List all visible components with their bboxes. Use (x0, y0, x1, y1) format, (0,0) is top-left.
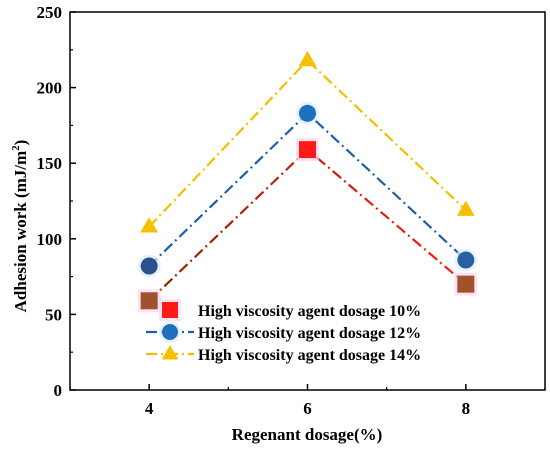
series-3 (140, 50, 475, 233)
x-axis: 4 6 8 (69, 384, 546, 418)
y-axis-title-main: Adhesion work (mJ/m (11, 151, 30, 313)
series-3-point (456, 200, 475, 216)
y-tick-label: 200 (37, 79, 63, 98)
y-axis-title-close: ) (11, 140, 30, 146)
y-axis-title: Adhesion work (mJ/m2) (10, 140, 30, 313)
series-1-point (457, 275, 475, 293)
y-tick-label: 150 (37, 154, 63, 173)
series-1 (137, 138, 478, 313)
y-axis-title-superscript: 2 (10, 145, 22, 151)
y-tick-label: 100 (37, 230, 63, 249)
legend-marker-1 (162, 302, 178, 318)
x-tick-label: 6 (303, 399, 312, 418)
series-3-point (140, 217, 159, 233)
series-layer (137, 50, 478, 313)
legend-label-3: High viscosity agent dosage 14% (198, 347, 421, 364)
series-1-point (140, 292, 158, 310)
legend-label-2: High viscosity agent dosage 12% (198, 325, 421, 342)
series-1-line (148, 148, 467, 302)
x-axis-title: Regenant dosage(%) (232, 425, 383, 444)
series-2-point (299, 104, 316, 122)
x-tick-label: 8 (462, 399, 471, 418)
x-tick-label: 4 (145, 399, 154, 418)
y-axis: 0 50 100 150 200 250 (37, 3, 76, 400)
y-tick-label: 0 (54, 381, 63, 400)
series-1-point (299, 141, 316, 159)
series-2-point (457, 251, 475, 269)
series-2-point (140, 257, 158, 275)
legend-marker-3 (161, 345, 179, 360)
legend-marker-2 (162, 324, 178, 340)
y-tick-label: 250 (37, 3, 63, 22)
legend-label-1: High viscosity agent dosage 10% (198, 303, 421, 320)
legend: High viscosity agent dosage 10% High visc… (146, 299, 421, 364)
series-3-point (298, 50, 317, 67)
y-tick-label: 50 (45, 305, 62, 324)
series-2 (137, 101, 478, 278)
